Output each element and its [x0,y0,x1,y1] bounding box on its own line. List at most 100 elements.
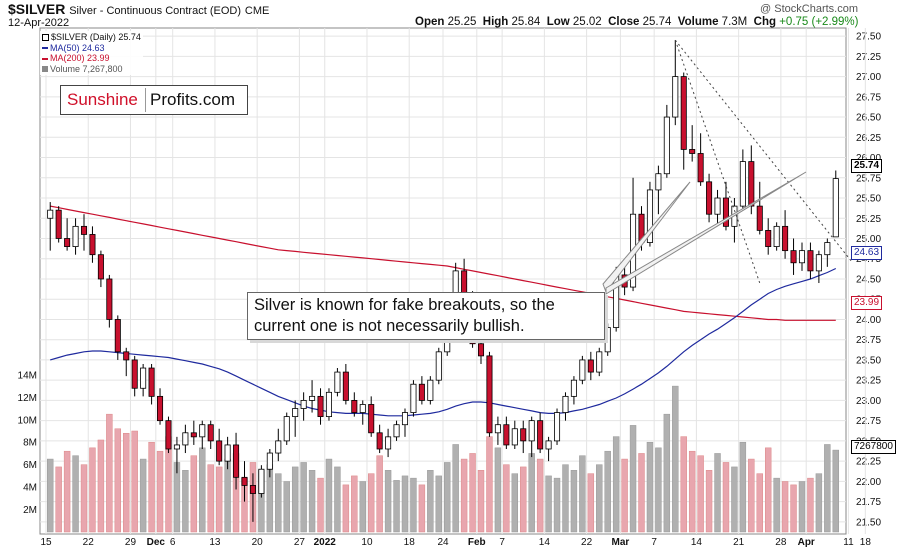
candle-body [325,391,332,418]
x-tick-label: 18 [404,537,416,548]
candle-body [798,250,806,264]
candle-body [782,225,789,252]
x-tick-label: 20 [252,537,264,548]
candle-body [511,428,518,446]
volume-bar [621,458,628,533]
logo-right-text: Profits.com [150,90,236,109]
volume-tick-label: 2M [23,505,37,516]
volume-bar [739,441,747,533]
x-tick-label: Feb [468,537,486,548]
candle-body [579,359,586,381]
candle-body [123,351,130,361]
candle-body [207,424,214,442]
volume-bar [325,458,333,533]
legend-price: $SILVER (Daily) 25.74 [42,32,141,43]
ma50-swatch-icon [42,47,48,50]
chart-date: 12-Apr-2022 [8,17,70,29]
legend-price-text: $SILVER (Daily) 25.74 [51,32,141,42]
ma200-price-tag: 23.99 [851,296,883,310]
volume-bar [486,436,493,533]
price-tick-label: 25.50 [856,194,881,205]
volume-bar [697,455,704,533]
candle-body [385,436,392,450]
volume-bar [131,430,138,533]
ticker-text: $SILVER [8,1,66,17]
candle-body [309,395,316,401]
legend-volume-text: Volume 7,267,800 [50,63,123,74]
candle-body [249,485,256,494]
price-tick-label: 24.00 [856,315,881,326]
x-tick-label: 11 [843,537,854,548]
candle-body [216,440,223,462]
candle-body [706,181,713,215]
high-value: 25.84 [511,16,541,28]
volume-bar [452,444,459,533]
candle-body [317,395,324,418]
last-price-tag: 25.74 [851,159,883,173]
ma200-line [50,205,836,321]
candle-body [140,367,147,389]
volume-bar [663,413,671,533]
candle-body [241,476,248,486]
candle-body [672,76,679,118]
volume-bar [376,455,383,533]
candle-body [562,395,569,413]
volume-bar [604,450,611,533]
open-label: Open [415,16,445,28]
logo-left-text: Sunshine [67,90,138,109]
volume-bar [477,470,485,533]
volume-bar [469,453,476,533]
volume-bar [317,477,324,533]
candle-body [47,209,54,219]
x-tick-label: Apr [798,537,815,548]
volume-bar [359,481,366,533]
candle-body [503,424,510,446]
legend-ma50: MA(50) 24.63 [42,43,141,54]
price-tick-label: 25.75 [856,173,881,184]
volume-tick-label: 4M [23,483,37,494]
candle-body [359,404,366,413]
volume-bar [815,473,823,533]
logo-divider [145,88,146,112]
candle-body [596,351,603,373]
volume-bar [596,464,603,533]
volume-swatch-icon [42,66,48,73]
candle-body [570,379,577,397]
volume-bar [731,466,738,533]
legend-ma200: MA(200) 23.99 [42,53,141,64]
volume-bar [528,453,535,533]
volume-bar [460,458,468,533]
volume-bar [832,449,839,533]
price-tick-label: 23.75 [856,335,881,346]
candle-body [486,355,493,434]
legend-volume: Volume 7,267,800 [42,64,141,75]
candle-body [773,225,780,247]
volume-bar [511,473,519,533]
candle-body [815,254,822,272]
price-tick-label: 23.00 [856,396,881,407]
candle-body [224,444,231,462]
volume-bar [199,447,206,533]
volume-bar [72,455,79,533]
candle-body [368,404,375,434]
price-tick-label: 27.50 [856,32,881,43]
volume-bar [688,450,696,533]
x-tick-label: 28 [775,537,787,548]
price-tick-label: 26.75 [856,92,881,103]
x-tick-label: 24 [437,537,449,548]
volume-bar [807,477,814,533]
volume-bar [612,436,620,533]
volume-bar [520,466,527,533]
price-tick-label: 23.25 [856,376,881,387]
x-tick-label: Mar [611,537,629,548]
candle-body [190,432,197,438]
candle-body [300,400,307,409]
volume-bar [47,458,54,533]
volume-bar [63,450,71,533]
volume-tick-label: 8M [23,438,37,449]
candle-body [72,225,79,247]
candle-body [199,424,206,438]
volume-bar [308,470,316,533]
volume-bar [89,447,96,533]
candle-body [418,383,425,401]
